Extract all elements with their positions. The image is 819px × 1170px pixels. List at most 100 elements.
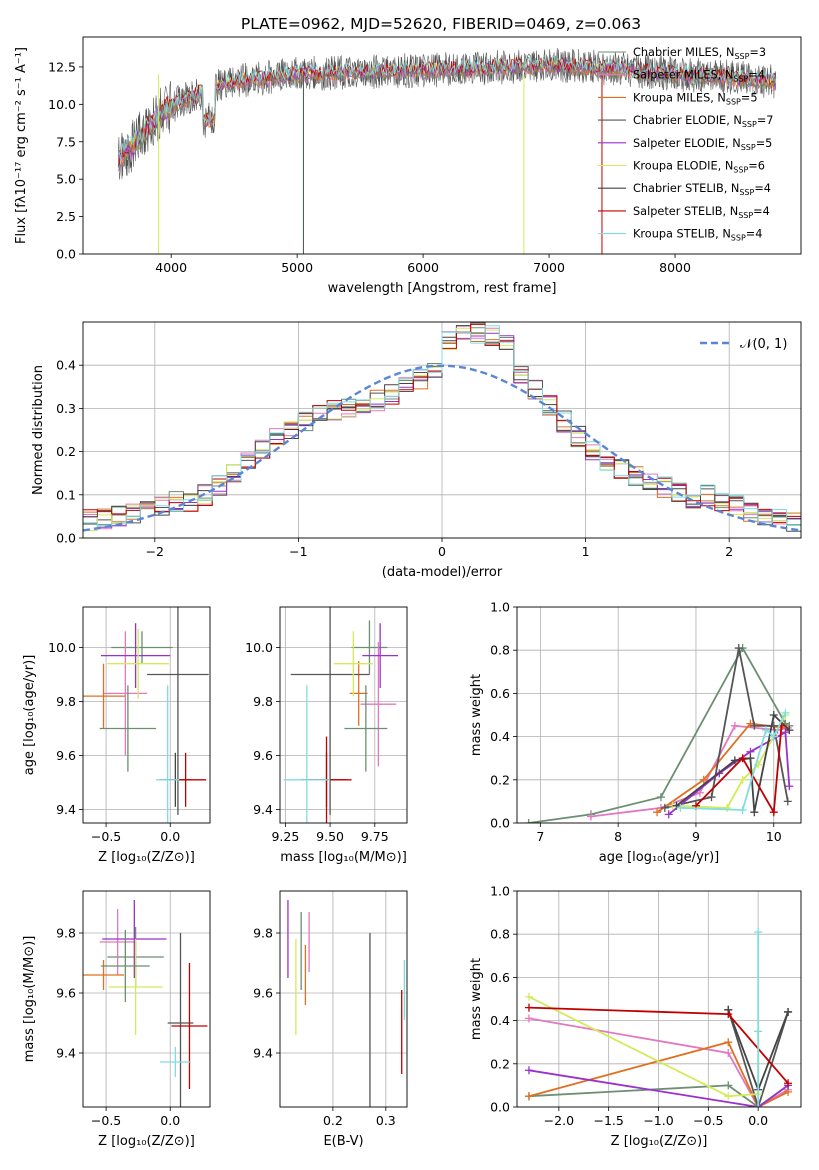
y-tick-label: 9.6 xyxy=(56,748,76,763)
panel-1: −2 −1 0 1 2 0.0 0.1 0.2 0.3 0.4 (data-model)/error… xyxy=(31,321,802,580)
weight-marker xyxy=(724,1092,733,1101)
weight-marker xyxy=(738,806,747,815)
x-tick-label: 6000 xyxy=(407,260,439,275)
weight-marker xyxy=(761,726,770,735)
axes-frame xyxy=(279,606,408,824)
y-tick-label: 9.4 xyxy=(253,802,273,817)
x-tick-label: 0.3 xyxy=(376,1113,396,1128)
panel-7: −2.0 −1.5 −1.0 −0.5 0.0 0.0 0.2 0.4 0.6 0.8 1.0 Z [… xyxy=(469,884,802,1149)
legend-label: Chabrier STELIB, NSSP=4 xyxy=(633,182,771,197)
panel-5: −0.5 0.0 9.4 9.6 9.8 Z [log₁₀(Z/Z⊙)] mass [log… xyxy=(22,890,211,1149)
x-axis-label: mass [log₁₀(M/M⊙)] xyxy=(280,850,407,865)
y-tick-label: 0.8 xyxy=(490,927,510,942)
weight-marker xyxy=(656,793,665,802)
weight-marker xyxy=(724,1038,733,1047)
x-tick-label: 10 xyxy=(766,829,782,844)
x-tick-label: 8000 xyxy=(659,260,691,275)
weight-marker xyxy=(524,1092,533,1101)
legend-label-tail: =6 xyxy=(748,160,765,173)
y-tick-label: 9.8 xyxy=(56,926,76,941)
weight-marker xyxy=(660,803,669,812)
plot-area xyxy=(280,607,407,823)
y-tick-label: 9.8 xyxy=(56,694,76,709)
weight-marker xyxy=(784,1079,793,1088)
x-tick-label: 1 xyxy=(582,544,590,559)
x-tick-label: 9 xyxy=(692,829,700,844)
weight-marker xyxy=(524,819,533,823)
x-tick-label: −1 xyxy=(289,544,307,559)
weight-line xyxy=(695,725,783,816)
legend-label-tail: =4 xyxy=(748,69,765,82)
x-tick-label: −1.5 xyxy=(593,1113,623,1128)
legend-label-tail: =4 xyxy=(746,228,763,241)
weight-marker xyxy=(734,644,743,653)
panel-6: 0.2 0.3 9.4 9.6 9.8 E(B-V) xyxy=(253,890,408,1149)
legend-label: Kroupa MILES, NSSP=5 xyxy=(633,91,758,106)
legend-label-main: Kroupa ELODIE, N xyxy=(633,160,733,173)
weight-marker xyxy=(676,803,685,812)
y-tick-label: 0.6 xyxy=(490,686,510,701)
weight-marker xyxy=(707,793,716,802)
x-axis-label: E(B-V) xyxy=(323,1134,363,1149)
plot-area xyxy=(517,607,801,823)
weight-marker xyxy=(723,803,732,812)
weight-marker xyxy=(699,775,708,784)
weight-marker xyxy=(781,708,790,717)
y-tick-label: 9.6 xyxy=(253,986,273,1001)
weight-marker xyxy=(524,1014,533,1023)
x-tick-label: 0.0 xyxy=(748,1113,768,1128)
weight-line xyxy=(528,1017,789,1107)
weight-marker xyxy=(524,1066,533,1075)
legend-label-tail: =3 xyxy=(749,46,766,59)
weight-marker xyxy=(785,782,794,791)
y-tick-label: 1.0 xyxy=(490,600,510,615)
y-tick-label: 10.0 xyxy=(48,640,76,655)
y-tick-label: 0.0 xyxy=(56,247,76,262)
weight-marker xyxy=(664,810,673,819)
legend-label-sub: SSP xyxy=(741,143,756,152)
x-tick-label: 0.0 xyxy=(160,829,180,844)
grid xyxy=(517,607,801,823)
legend-label-tail: =7 xyxy=(757,114,774,127)
legend-label-sub: SSP xyxy=(734,52,749,61)
weight-line xyxy=(727,1009,789,1107)
legend-label-sub: SSP xyxy=(733,75,748,84)
y-tick-label: 0.1 xyxy=(56,487,76,502)
plot-area xyxy=(280,891,407,1107)
axes-frame xyxy=(82,36,802,255)
legend-label-sub: SSP xyxy=(733,166,748,175)
spectrum-line xyxy=(117,55,777,161)
panel-2: −0.5 0.0 9.4 9.6 9.8 10.0 Z [log₁₀(Z/Z⊙)] age [… xyxy=(22,606,211,865)
x-axis-label: Z [log₁₀(Z/Z⊙)] xyxy=(98,1134,195,1149)
x-tick-label: 2 xyxy=(725,544,733,559)
legend-label-main: Salpeter ELODIE, N xyxy=(633,137,741,150)
weight-marker xyxy=(769,808,778,817)
x-tick-label: 0 xyxy=(438,544,446,559)
y-axis-label: mass weight xyxy=(469,674,484,756)
weight-marker xyxy=(730,756,739,765)
grid xyxy=(280,891,407,1107)
x-tick-label: −0.5 xyxy=(693,1113,723,1128)
plot-area xyxy=(83,322,801,538)
panel-0: 4000 5000 6000 7000 8000 0.0 2.5 5.0 7.5 10.0 12.5… xyxy=(14,36,802,296)
y-axis-label: Normed distribution xyxy=(31,365,46,495)
x-tick-label: 0.2 xyxy=(323,1113,343,1128)
legend-label: Chabrier MILES, NSSP=3 xyxy=(633,46,766,61)
x-axis-label: age [log₁₀(age/yr)] xyxy=(599,850,720,865)
legend-label-sub: SSP xyxy=(731,234,746,243)
plot-area xyxy=(517,891,801,1107)
weight-marker xyxy=(738,754,747,763)
weight-marker xyxy=(653,808,662,817)
x-tick-label: 5000 xyxy=(281,260,313,275)
legend-label-sub: SSP xyxy=(726,97,741,106)
y-tick-label: 5.0 xyxy=(56,172,76,187)
weight-marker xyxy=(738,775,747,784)
weight-marker xyxy=(754,928,763,937)
weight-marker xyxy=(785,726,794,735)
weight-marker xyxy=(783,797,792,806)
weight-marker xyxy=(769,711,778,719)
x-tick-label: 7 xyxy=(536,829,544,844)
y-tick-label: 0.3 xyxy=(56,401,76,416)
axes-frame xyxy=(516,606,802,824)
